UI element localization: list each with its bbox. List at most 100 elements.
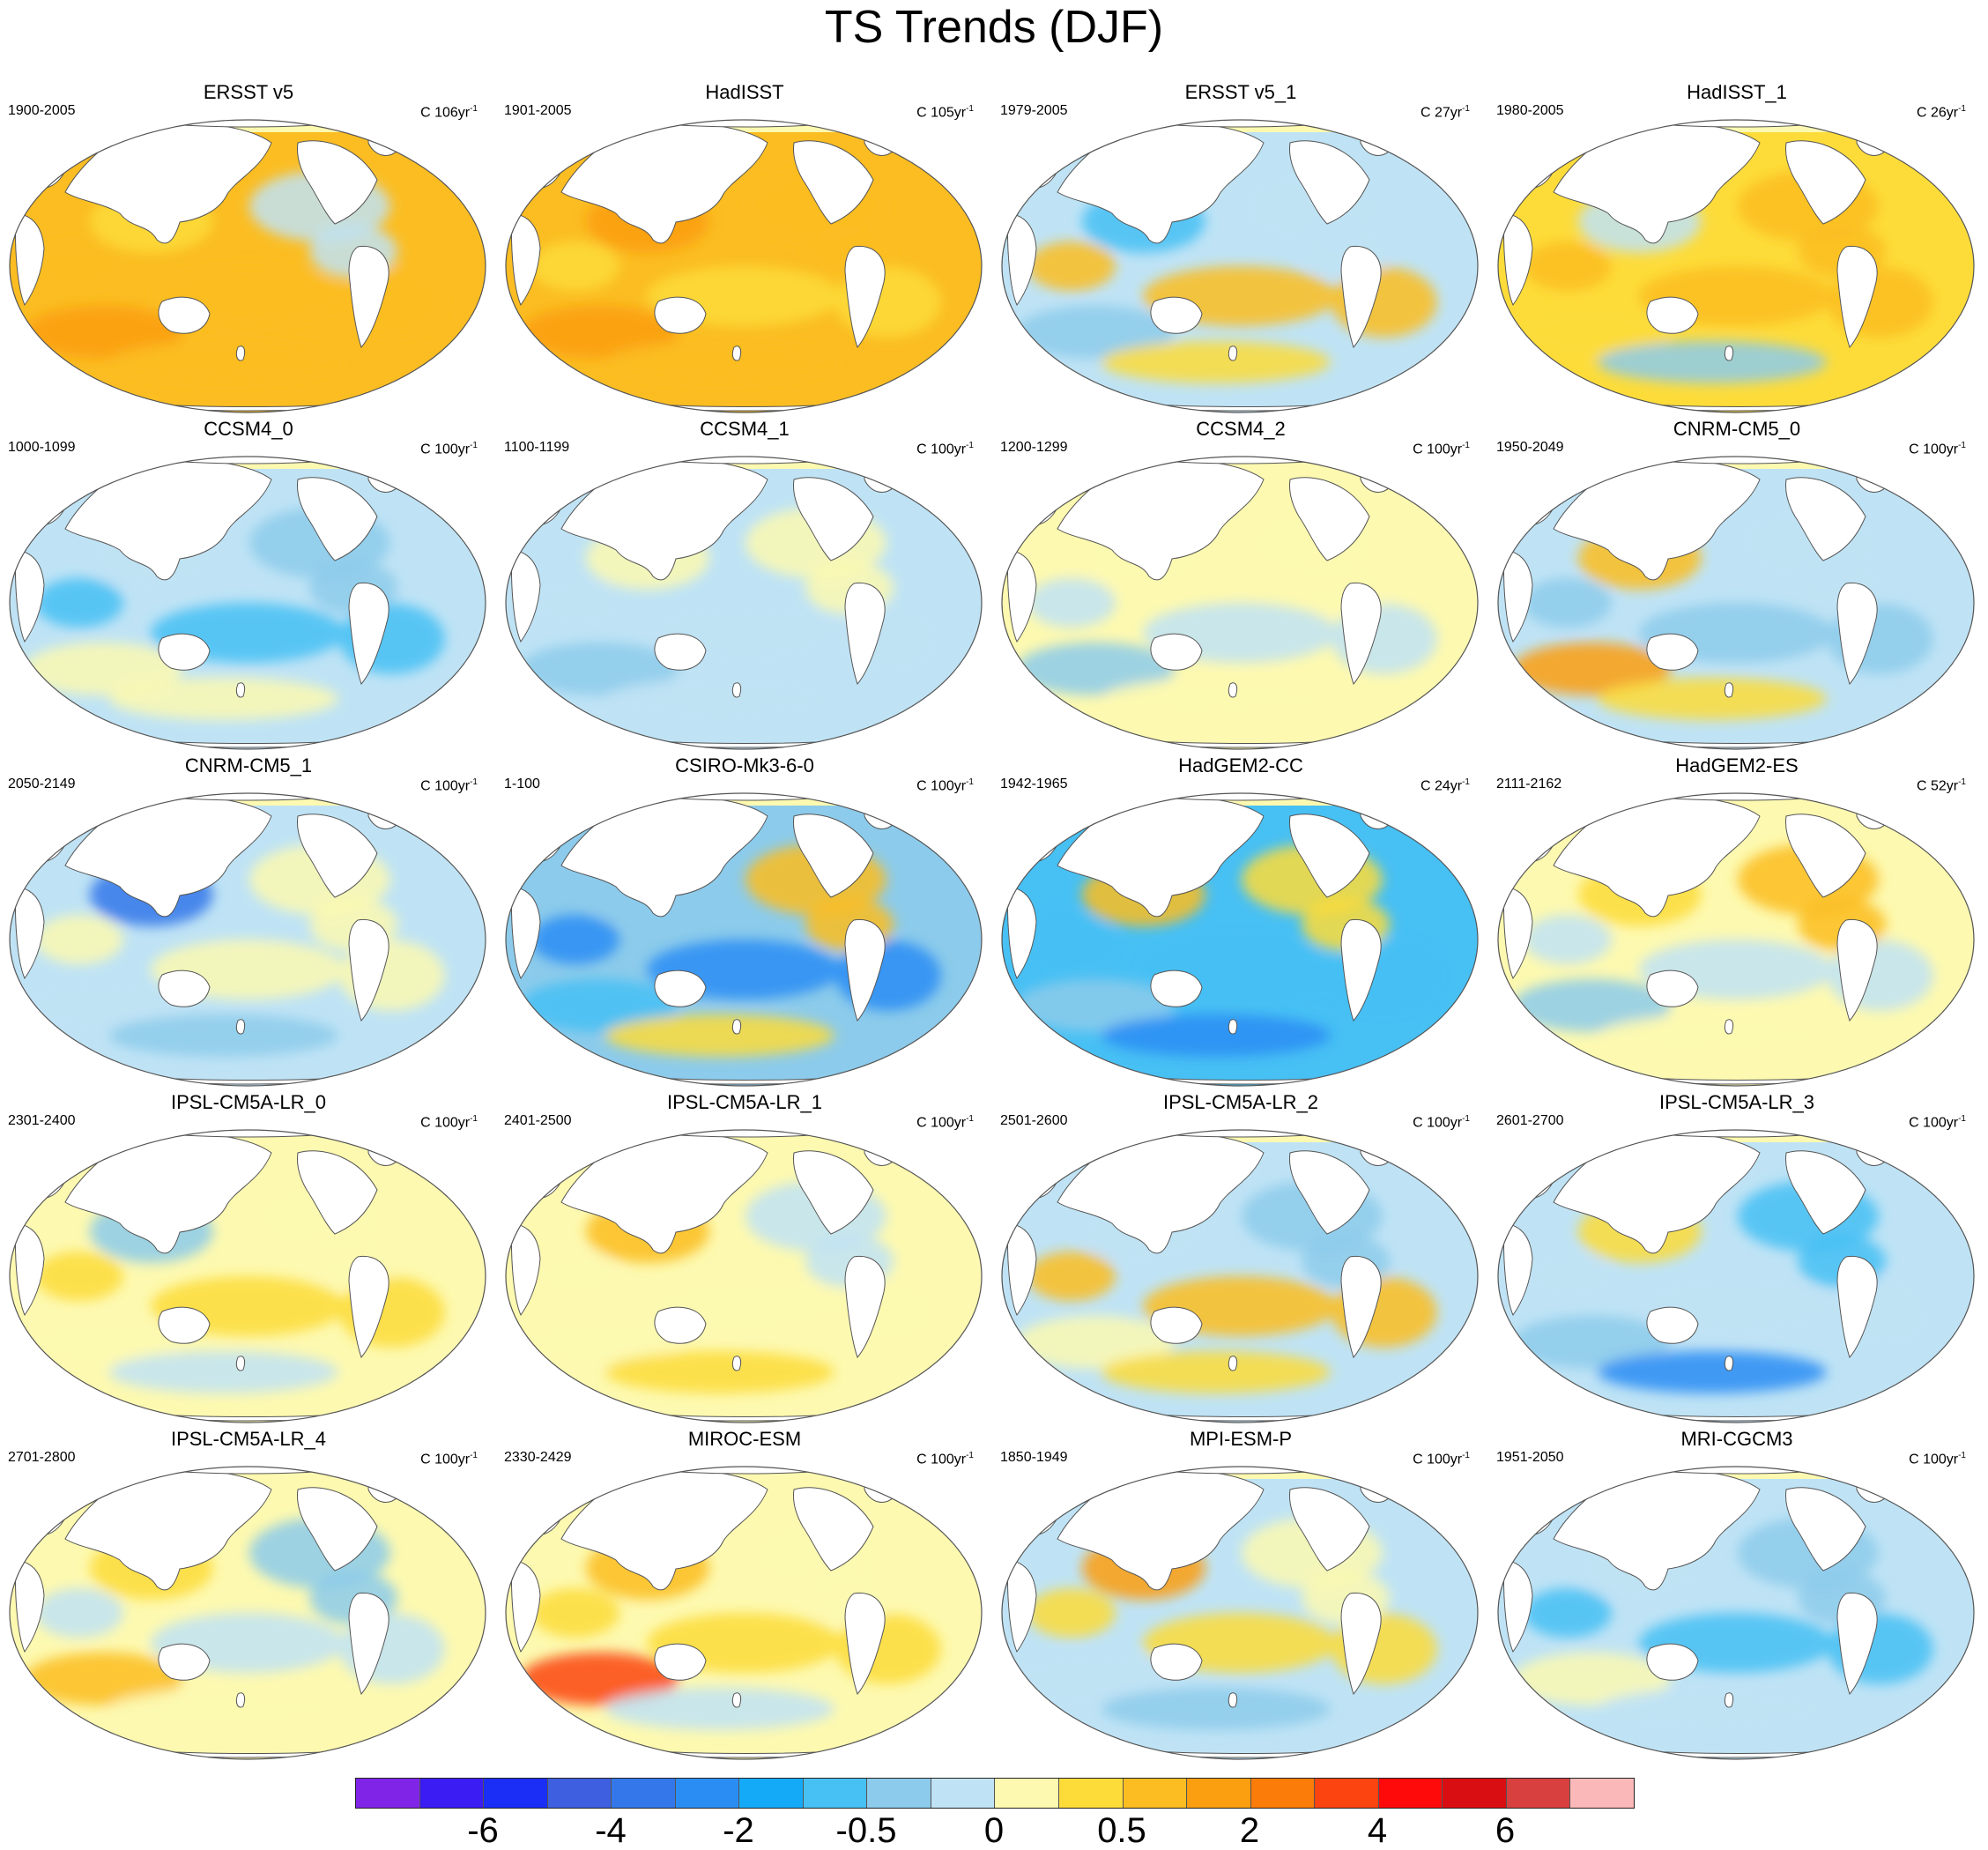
map-border: [9, 1129, 486, 1423]
panel-period: 2401-2500: [504, 1113, 572, 1128]
land-northAmerica: [297, 477, 378, 561]
colorbar-box: [419, 1779, 485, 1808]
panel-title: CNRM-CM5_0: [1673, 418, 1801, 440]
land-northAmerica: [1785, 1150, 1866, 1235]
land-africa: [1502, 1559, 1533, 1653]
land-nz: [731, 682, 742, 698]
land-southAmerica: [1836, 1255, 1878, 1358]
trend-region: [24, 305, 183, 359]
map-panel: IPSL-CM5A-LR_4 2701-2800 C 100yr-1: [0, 1428, 497, 1765]
panel-title: IPSL-CM5A-LR_2: [1162, 1091, 1319, 1113]
land-asia: [560, 1468, 768, 1591]
land-australia: [1150, 970, 1203, 1007]
land-southAmerica: [1340, 582, 1382, 685]
trend-region: [1512, 978, 1672, 1032]
map-border: [1497, 119, 1975, 413]
panel-period: 1979-2005: [1000, 103, 1068, 118]
colorbar-box: [356, 1779, 420, 1808]
trend-region: [1512, 305, 1672, 359]
land-asia: [64, 795, 272, 918]
panel-units: C 100yr-1: [1413, 1114, 1470, 1131]
map-panel: MPI-ESM-P 1850-1949 C 100yr-1: [992, 1428, 1489, 1765]
land-australia: [654, 970, 707, 1007]
land-asia: [1553, 795, 1761, 918]
land-asia: [64, 1468, 272, 1591]
land-southAmerica: [348, 1592, 389, 1695]
world-map: [9, 1466, 486, 1760]
map-border: [1497, 456, 1975, 750]
land-asia: [560, 795, 768, 918]
panel-period: 1950-2049: [1496, 440, 1564, 455]
trend-region: [520, 1315, 679, 1369]
land-southAmerica: [1836, 245, 1878, 348]
colorbar-label: 0: [983, 1811, 1005, 1850]
map-border: [9, 1466, 486, 1760]
land-australia: [654, 633, 707, 671]
land-africa: [14, 549, 45, 643]
trend-region: [1101, 1687, 1331, 1730]
trend-region: [1027, 915, 1116, 964]
land-australia: [654, 1306, 707, 1344]
colorbar-box: [1123, 1779, 1188, 1808]
colorbar-box: [612, 1779, 676, 1808]
land-northAmerica: [1785, 477, 1866, 561]
land-africa: [510, 212, 541, 307]
trend-region: [530, 915, 619, 964]
land-southAmerica: [348, 918, 389, 1022]
colorbar-box: [995, 1779, 1060, 1808]
land-africa: [1006, 1222, 1037, 1317]
map-border: [1497, 1466, 1975, 1760]
trend-region: [520, 305, 679, 359]
land-asia: [560, 1132, 768, 1254]
land-southAmerica: [1340, 245, 1382, 348]
land-southAmerica: [348, 245, 389, 348]
world-map: [1497, 1129, 1975, 1423]
panel-units: C 24yr-1: [1420, 777, 1470, 794]
panel-title: HadGEM2-CC: [1178, 754, 1303, 776]
land-australia: [1150, 296, 1203, 334]
colorbar-box: [1506, 1779, 1571, 1808]
land-northAmerica: [297, 140, 378, 225]
world-map: [1001, 456, 1479, 750]
map-panel: IPSL-CM5A-LR_1 2401-2500 C 100yr-1: [496, 1091, 993, 1428]
land-northAmerica: [297, 1487, 378, 1571]
land-nz: [1228, 345, 1238, 361]
panel-units: C 100yr-1: [420, 777, 478, 794]
world-map: [1001, 1129, 1479, 1423]
trend-region: [24, 1652, 183, 1705]
land-asia: [1057, 458, 1265, 581]
map-border: [1001, 792, 1479, 1087]
land-africa: [1502, 886, 1533, 980]
trend-region: [1523, 915, 1612, 964]
panel-period: 2501-2600: [1000, 1113, 1068, 1128]
world-map: [1497, 792, 1975, 1087]
trend-region: [1101, 1350, 1331, 1393]
map-panel: HadISST_1 1980-2005 C 26yr-1: [1488, 81, 1985, 418]
land-asia: [560, 122, 768, 244]
land-africa: [1502, 1222, 1533, 1317]
land-africa: [1006, 886, 1037, 980]
panel-period: 1-100: [504, 776, 540, 791]
land-southAmerica: [844, 582, 886, 685]
land-australia: [1646, 970, 1699, 1007]
land-northAmerica: [1289, 814, 1370, 898]
trend-region: [24, 1315, 183, 1369]
land-asia: [1553, 122, 1761, 244]
panel-units: C 100yr-1: [916, 1451, 974, 1467]
land-nz: [1724, 1356, 1734, 1371]
land-nz: [1724, 1692, 1734, 1708]
world-map: [505, 119, 983, 413]
land-australia: [158, 1643, 211, 1681]
colorbar-box: [1378, 1779, 1443, 1808]
land-northAmerica: [793, 1487, 874, 1571]
land-nz: [235, 682, 246, 698]
map-panel: ERSST v5_1 1979-2005 C 27yr-1: [992, 81, 1489, 418]
world-map: [505, 456, 983, 750]
land-nz: [731, 1019, 742, 1035]
colorbar: [355, 1778, 1635, 1809]
land-asia: [64, 122, 272, 244]
panel-title: IPSL-CM5A-LR_1: [666, 1091, 823, 1113]
trend-region: [520, 642, 679, 695]
trend-region: [1597, 677, 1827, 720]
land-northAmerica: [1289, 1150, 1370, 1235]
